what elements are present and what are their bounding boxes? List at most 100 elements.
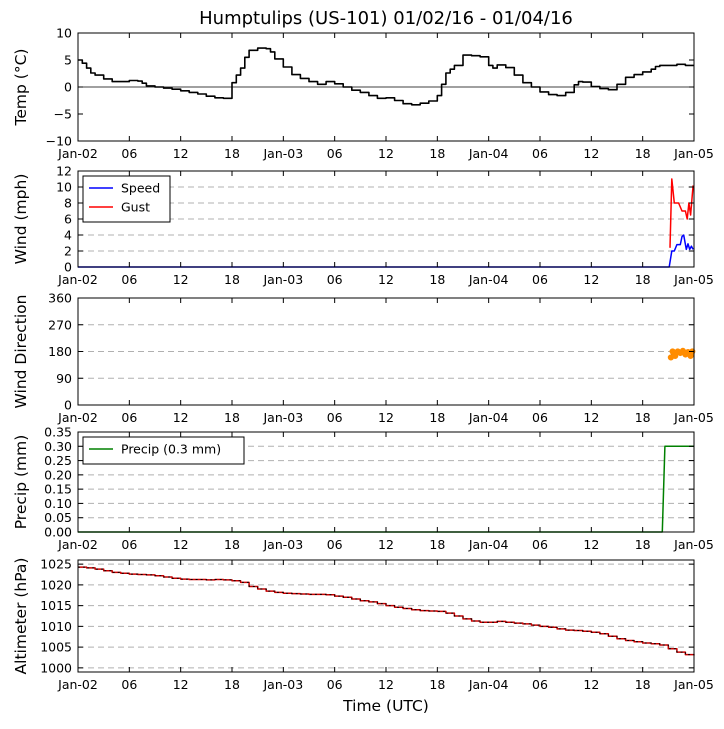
x-tick-label: Jan-02 <box>57 272 98 287</box>
y-tick-label: 12 <box>56 164 72 179</box>
series-line-gust <box>669 178 694 248</box>
y-tick-label: 2 <box>64 244 72 259</box>
x-tick-label: 18 <box>635 677 651 692</box>
y-tick-label: 90 <box>56 371 72 386</box>
x-tick-label: 12 <box>583 146 599 161</box>
x-tick-label: 12 <box>378 537 394 552</box>
y-tick-label: 0 <box>64 398 72 413</box>
x-tick-label: 06 <box>121 410 137 425</box>
y-tick-label: 10 <box>56 180 72 195</box>
y-tick-label: 10 <box>56 26 72 41</box>
x-tick-label: 18 <box>635 146 651 161</box>
x-tick-label: 18 <box>429 272 445 287</box>
x-tick-label: Jan-02 <box>57 410 98 425</box>
x-tick-label: 18 <box>429 677 445 692</box>
y-tick-label: 0.00 <box>44 525 72 540</box>
y-tick-label: 1005 <box>40 640 72 655</box>
x-tick-label: Jan-03 <box>262 272 303 287</box>
y-tick-label: 270 <box>48 317 72 332</box>
data-point <box>672 352 679 360</box>
x-tick-label: 18 <box>429 146 445 161</box>
y-axis-label: Precip (mm) <box>12 435 30 530</box>
x-tick-label: Jan-02 <box>57 537 98 552</box>
y-tick-label: 0.15 <box>44 482 72 497</box>
legend-label: Precip (0.3 mm) <box>121 442 221 457</box>
x-tick-label: 12 <box>173 677 189 692</box>
legend-label: Speed <box>121 181 160 196</box>
x-tick-label: 06 <box>532 146 548 161</box>
x-tick-label: 06 <box>121 272 137 287</box>
y-tick-label: 8 <box>64 196 72 211</box>
y-axis-label: Wind (mph) <box>12 174 30 265</box>
x-tick-label: 18 <box>224 146 240 161</box>
legend-frame <box>82 175 171 223</box>
y-tick-label: 1020 <box>40 577 72 592</box>
x-tick-label: 12 <box>378 272 394 287</box>
x-tick-label: Jan-04 <box>468 677 509 692</box>
x-tick-label: 18 <box>224 537 240 552</box>
x-tick-label: Jan-05 <box>673 677 714 692</box>
x-tick-label: 18 <box>635 410 651 425</box>
legend: Speed Gust <box>82 175 171 223</box>
y-axis-label: Wind Direction <box>12 295 30 409</box>
x-tick-label: 06 <box>121 537 137 552</box>
legend-label: Gust <box>121 200 150 215</box>
x-tick-label: 06 <box>532 272 548 287</box>
y-tick-label: 0.05 <box>44 510 72 525</box>
x-tick-label: Jan-05 <box>673 410 714 425</box>
x-tick-label: Jan-04 <box>468 272 509 287</box>
x-tick-label: 12 <box>173 146 189 161</box>
x-tick-label: 12 <box>583 537 599 552</box>
x-tick-label: Jan-04 <box>468 146 509 161</box>
y-tick-label: 6 <box>64 212 72 227</box>
x-tick-label: 18 <box>224 272 240 287</box>
x-tick-label: 12 <box>173 410 189 425</box>
x-tick-label: 12 <box>583 272 599 287</box>
y-tick-label: 1025 <box>40 557 72 572</box>
x-tick-label: Jan-02 <box>57 677 98 692</box>
x-tick-label: 18 <box>429 537 445 552</box>
y-tick-label: 0.20 <box>44 467 72 482</box>
y-tick-label: −5 <box>54 107 72 122</box>
x-tick-label: 18 <box>635 537 651 552</box>
panel-alt: 1025 1020 1015 1010 1005 1000 Jan-02 06 12 18 Jan-… <box>12 557 714 692</box>
y-axis-label: Altimeter (hPa) <box>12 558 30 675</box>
y-tick-label: −10 <box>46 134 72 149</box>
y-tick-label: 180 <box>48 344 72 359</box>
series-overlay <box>78 566 695 656</box>
y-tick-label: 0.25 <box>44 453 72 468</box>
x-tick-label: Jan-03 <box>262 537 303 552</box>
y-axis-label: Temp (°C) <box>12 49 30 127</box>
x-tick-label: 06 <box>327 537 343 552</box>
x-tick-label: Jan-05 <box>673 537 714 552</box>
x-tick-label: 06 <box>121 146 137 161</box>
x-tick-label: 18 <box>224 410 240 425</box>
x-tick-label: 12 <box>583 410 599 425</box>
x-tick-label: 12 <box>583 677 599 692</box>
x-tick-label: 18 <box>429 410 445 425</box>
series-line-altimeter <box>78 566 695 656</box>
x-tick-label: 12 <box>173 272 189 287</box>
y-tick-label: 0.30 <box>44 439 72 454</box>
x-tick-label: Jan-05 <box>673 272 714 287</box>
x-tick-label: 18 <box>635 272 651 287</box>
y-tick-label: 4 <box>64 228 72 243</box>
y-tick-label: 1000 <box>40 660 72 675</box>
y-tick-label: 1015 <box>40 598 72 613</box>
x-tick-label: 12 <box>173 537 189 552</box>
chart-title: Humptulips (US-101) 01/02/16 - 01/04/16 <box>199 8 573 29</box>
x-tick-label: Jan-04 <box>468 410 509 425</box>
x-tick-label: 06 <box>532 537 548 552</box>
x-tick-label: Jan-02 <box>57 146 98 161</box>
y-tick-label: 5 <box>64 53 72 68</box>
x-tick-label: 12 <box>378 146 394 161</box>
x-tick-label: Jan-03 <box>262 146 303 161</box>
x-tick-label: 12 <box>378 677 394 692</box>
x-axis-label: Time (UTC) <box>342 697 429 715</box>
x-tick-label: 06 <box>327 677 343 692</box>
y-tick-label: 0.10 <box>44 496 72 511</box>
series-line-temp <box>78 47 694 106</box>
